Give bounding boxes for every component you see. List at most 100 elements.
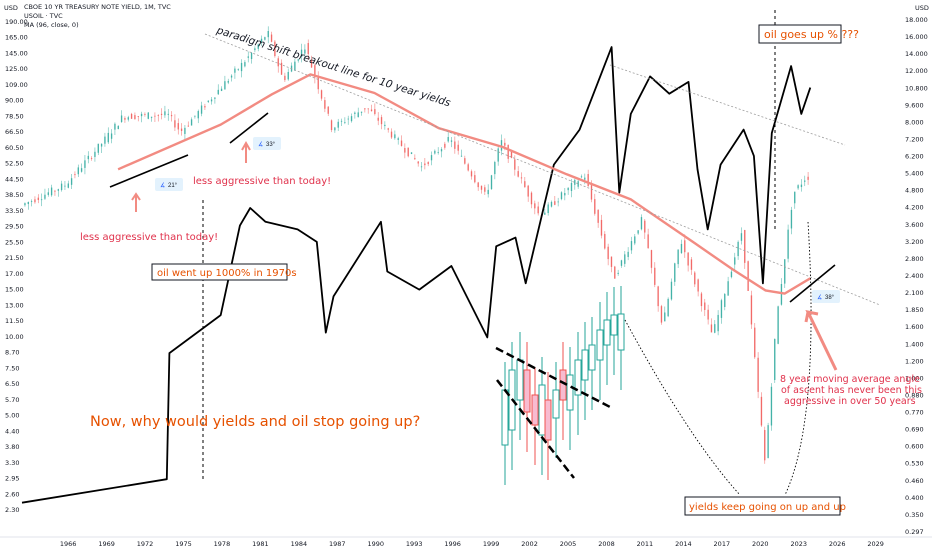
yield-candle xyxy=(727,281,729,296)
yield-candle xyxy=(560,192,563,200)
yield-candle xyxy=(730,271,733,278)
yield-candle xyxy=(137,116,139,117)
zoom-candle xyxy=(574,359,582,396)
series-lines xyxy=(21,46,812,504)
left-tick-label: 17.00 xyxy=(5,270,24,278)
yield-candle xyxy=(114,123,116,130)
x-tick-label: 1996 xyxy=(444,540,461,548)
yield-candle xyxy=(670,281,673,300)
x-tick-label: 1972 xyxy=(137,540,154,548)
yield-candle xyxy=(720,300,723,318)
right-tick-label: 12.000 xyxy=(905,67,928,75)
angle-icon: ∡ xyxy=(258,142,263,148)
right-tick-label: 1.000 xyxy=(905,374,924,382)
zoom-candle xyxy=(531,394,539,426)
yield-candle xyxy=(200,105,203,114)
left-tick-label: 25.50 xyxy=(5,238,24,246)
yield-candle xyxy=(800,184,803,188)
zoom-candle xyxy=(566,374,574,411)
yield-candle xyxy=(360,111,363,113)
yield-candle xyxy=(194,115,196,117)
x-tick-label: 1990 xyxy=(367,540,384,548)
x-tick-label: 1978 xyxy=(214,540,231,548)
yield-candle xyxy=(620,260,623,266)
yield-candle xyxy=(70,178,73,185)
yield-candle xyxy=(650,250,653,268)
yield-candle xyxy=(404,148,406,153)
ma-note-line2: of ascent has never been this xyxy=(781,385,922,396)
yield-candle xyxy=(447,136,449,142)
left-tick-label: 29.50 xyxy=(5,223,24,231)
x-tick-label: 2005 xyxy=(560,540,577,548)
yield-candle xyxy=(604,233,606,249)
right-tick-label: 0.297 xyxy=(905,528,924,536)
zoom-candle xyxy=(538,384,546,436)
x-tick-label: 1981 xyxy=(252,540,269,548)
x-tick-label: 2023 xyxy=(790,540,807,548)
yield-candle xyxy=(750,295,753,325)
yield-candle xyxy=(214,97,216,99)
yield-candle xyxy=(340,120,343,122)
yield-candle xyxy=(174,120,176,128)
yield-candle xyxy=(484,187,486,192)
yield-candle xyxy=(557,201,559,203)
ma-note-line3: aggressive in over 50 years xyxy=(784,396,916,407)
yield-candle xyxy=(390,131,393,138)
yield-candle xyxy=(157,114,159,116)
yield-candle xyxy=(244,62,246,67)
yield-candle xyxy=(564,193,566,196)
yield-candle xyxy=(760,396,763,426)
left-tick-label: 66.50 xyxy=(5,128,24,136)
right-tick-label: 5.400 xyxy=(905,170,924,178)
yield-candle xyxy=(567,187,569,191)
angle-tag-3 xyxy=(812,290,840,303)
trend-1970 xyxy=(109,154,189,188)
right-tick-label: 3.200 xyxy=(905,238,924,246)
ma-note-line1: 8 year moving average angle xyxy=(780,374,920,385)
yield-candle xyxy=(757,357,759,392)
yield-candle xyxy=(364,108,366,110)
yield-candle xyxy=(234,68,236,73)
yield-candle xyxy=(370,109,373,112)
yield-candle xyxy=(347,118,349,120)
yield-candle xyxy=(140,113,143,117)
yield-candle xyxy=(374,109,376,114)
yield-candle xyxy=(287,71,289,80)
yield-candle xyxy=(417,161,419,164)
left-tick-label: 190.00 xyxy=(5,18,28,26)
yield-candle xyxy=(734,257,736,265)
yield-candle xyxy=(134,115,136,120)
yield-candle xyxy=(554,201,556,205)
yield-candle xyxy=(690,259,693,270)
left-tick-label: 145.00 xyxy=(5,49,28,57)
yield-candle xyxy=(310,59,313,68)
yield-candle xyxy=(517,171,519,177)
left-tick-label: 2.95 xyxy=(5,475,19,483)
right-tick-label: 0.460 xyxy=(905,477,924,485)
yield-candle xyxy=(397,138,399,140)
yield-candle xyxy=(57,189,59,191)
left-tick-label: 2.30 xyxy=(5,506,19,514)
yield-candle xyxy=(414,158,416,160)
yield-candle xyxy=(577,181,579,187)
right-tick-label: 0.350 xyxy=(905,511,924,519)
yield-candle xyxy=(664,312,666,322)
trend-1980 xyxy=(229,112,269,144)
yield-candle xyxy=(177,123,179,130)
x-tick-label: 2017 xyxy=(714,540,731,548)
yield-candle xyxy=(607,246,609,260)
yield-candle xyxy=(254,48,256,51)
yield-candle xyxy=(380,117,383,125)
right-tick-label: 1.400 xyxy=(905,340,924,348)
left-tick-label: 4.40 xyxy=(5,427,19,435)
left-tick-label: 90.00 xyxy=(5,97,24,105)
yield-candle xyxy=(120,115,123,122)
yield-candle xyxy=(304,49,306,54)
yield-candle xyxy=(450,140,453,142)
yield-candle xyxy=(50,187,53,196)
yield-candle xyxy=(717,314,719,332)
right-tick-label: 4.200 xyxy=(905,204,924,212)
yield-candle xyxy=(144,114,146,115)
yield-candle xyxy=(230,75,233,78)
yield-candle xyxy=(487,189,489,195)
